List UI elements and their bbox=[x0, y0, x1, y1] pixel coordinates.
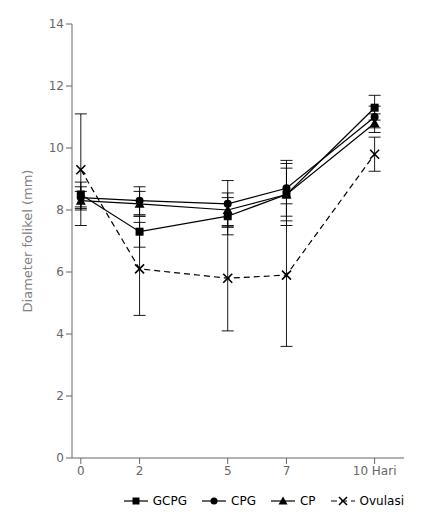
html-text:Ovulasi: Ovulasi bbox=[359, 494, 404, 508]
svg-text:0: 0 bbox=[56, 451, 64, 465]
html-text:CP: CP bbox=[299, 494, 316, 508]
svg-text:Diameter folikel (mm): Diameter folikel (mm) bbox=[20, 170, 35, 313]
svg-text:10 Hari: 10 Hari bbox=[353, 464, 397, 478]
svg-text:4: 4 bbox=[56, 327, 64, 341]
svg-text:8: 8 bbox=[56, 203, 64, 217]
svg-text:6: 6 bbox=[56, 265, 64, 279]
svg-text:12: 12 bbox=[49, 79, 64, 93]
svg-text:5: 5 bbox=[224, 464, 232, 478]
svg-text:2: 2 bbox=[56, 389, 64, 403]
svg-text:0: 0 bbox=[77, 464, 85, 478]
svg-text:14: 14 bbox=[49, 17, 64, 31]
html-text:CPG: CPG bbox=[231, 494, 256, 508]
svg-text:7: 7 bbox=[283, 464, 291, 478]
html-text:GCPG: GCPG bbox=[152, 494, 187, 508]
svg-text:10: 10 bbox=[49, 141, 64, 155]
svg-text:2: 2 bbox=[136, 464, 144, 478]
